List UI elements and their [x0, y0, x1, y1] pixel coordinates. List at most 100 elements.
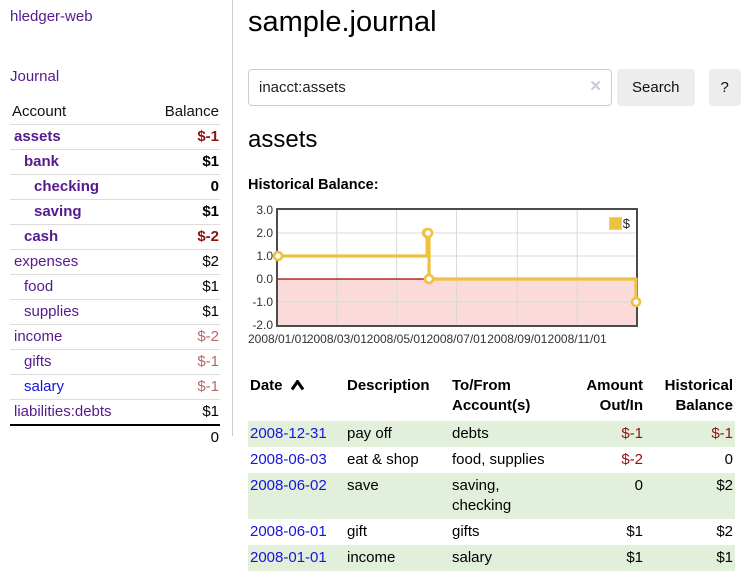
- account-row: saving $1: [10, 199, 220, 225]
- account-row: income $-2: [10, 324, 220, 350]
- register-header-amount: Amount Out/In: [586, 377, 643, 414]
- search-input[interactable]: [248, 69, 612, 106]
- register-tbody: 2008-12-31 pay off debts $-1 $-1 2008-06-03 ea…: [248, 421, 735, 571]
- sidebar-account-link[interactable]: supplies: [24, 303, 80, 320]
- balance-chart: $ 3.0 2.0 1.0 0.0 -1.0 -2.0 2008/01/01 2008/03/…: [247, 203, 742, 354]
- x-axis-tick-label: 2008/01/01: [247, 332, 309, 346]
- x-axis-tick-label: 2008/05/01: [366, 332, 427, 346]
- x-axis-tick-label: 2008/07/01: [426, 332, 487, 346]
- sidebar-account-link[interactable]: income: [14, 328, 63, 345]
- sidebar-item-journal[interactable]: Journal: [10, 68, 60, 85]
- account-row: salary $-1: [10, 374, 220, 400]
- account-balance: $1: [144, 299, 220, 325]
- chart-legend: $: [606, 215, 632, 232]
- register-cell-balance: $-1: [645, 421, 735, 447]
- register-cell-accounts: gifts: [452, 523, 480, 540]
- sidebar-account-link[interactable]: cash: [24, 228, 59, 245]
- help-button[interactable]: ?: [708, 69, 741, 106]
- register-cell-amount: $1: [568, 545, 645, 571]
- sidebar-account-link[interactable]: food: [24, 278, 54, 295]
- legend-label: $: [622, 216, 630, 231]
- account-row: gifts $-1: [10, 349, 220, 375]
- register-header-balance: Historical Balance: [664, 377, 733, 414]
- sidebar-account-link[interactable]: saving: [34, 203, 82, 220]
- register-cell-amount: $-2: [621, 451, 643, 468]
- register-cell-accounts: salary: [450, 545, 568, 571]
- account-row: expenses $2: [10, 249, 220, 275]
- account-heading: assets: [248, 126, 318, 153]
- table-row: 2008-06-03 eat & shop food, supplies $-2 0: [248, 447, 735, 473]
- y-axis-tick-label: 1.0: [256, 249, 273, 263]
- accounts-header-account: Account: [12, 103, 67, 120]
- transaction-date-link[interactable]: 2008-06-03: [250, 451, 327, 468]
- sidebar-account-link[interactable]: liabilities:debts: [14, 403, 112, 420]
- clear-search-icon[interactable]: ✕: [589, 78, 602, 95]
- accounts-total-row: 0: [10, 424, 220, 450]
- transaction-date-link[interactable]: 2008-06-02: [250, 477, 327, 494]
- chart-svg: [272, 210, 642, 325]
- register-cell-date: 2008-01-01: [248, 545, 345, 571]
- accounts-total-value: 0: [144, 424, 220, 450]
- transaction-date-link[interactable]: 2008-06-01: [250, 523, 327, 540]
- main-content: sample.journal ✕ Search ? assets Histori…: [248, 0, 742, 571]
- account-row: supplies $1: [10, 299, 220, 325]
- account-row: assets $-1: [10, 124, 220, 150]
- sidebar-account-link[interactable]: assets: [14, 128, 61, 145]
- register-cell-description: eat & shop: [347, 451, 419, 468]
- register-cell-description: income: [345, 545, 450, 571]
- sidebar-account-link[interactable]: gifts: [24, 353, 52, 370]
- register-cell-date: 2008-06-02: [248, 473, 345, 519]
- chart-title: Historical Balance:: [248, 177, 379, 193]
- register-cell-description: pay off: [345, 421, 450, 447]
- register-header-date[interactable]: Date: [248, 375, 345, 421]
- register-cell-amount: $-1: [568, 421, 645, 447]
- register-cell-accounts: debts: [450, 421, 568, 447]
- sidebar-account-link[interactable]: salary: [24, 378, 65, 395]
- register-cell-balance: $1: [645, 545, 735, 571]
- x-axis-tick-label: 2008/03/01: [306, 332, 367, 346]
- account-balance: $1: [144, 149, 220, 175]
- search-button[interactable]: Search: [617, 69, 695, 106]
- sidebar-account-link[interactable]: expenses: [14, 253, 79, 270]
- account-balance: $-2: [144, 324, 220, 350]
- y-axis-tick-label: -2.0: [252, 318, 273, 332]
- table-row: 2008-12-31 pay off debts $-1 $-1: [248, 421, 735, 447]
- register-table: Date Description To/From Account(s) Amou…: [248, 375, 735, 571]
- account-balance: $2: [144, 249, 220, 275]
- app-title-link[interactable]: hledger-web: [10, 8, 93, 25]
- register-cell-date: 2008-06-01: [248, 519, 345, 545]
- sidebar: hledger-web Journal Account Balance asse…: [0, 0, 233, 450]
- transaction-date-link[interactable]: 2008-12-31: [250, 425, 327, 442]
- y-axis-tick-label: -1.0: [252, 295, 273, 309]
- sidebar-account-link[interactable]: checking: [34, 178, 100, 195]
- table-row: 2008-06-02 save saving, checking 0 $2: [248, 473, 735, 519]
- sidebar-account-link[interactable]: bank: [24, 153, 60, 170]
- account-balance: $-1: [144, 374, 220, 400]
- table-row: 2008-01-01 income salary $1 $1: [248, 545, 735, 571]
- account-balance: $1: [144, 274, 220, 300]
- account-row: bank $1: [10, 149, 220, 175]
- y-axis-tick-label: 0.0: [256, 272, 273, 286]
- transaction-date-link[interactable]: 2008-01-01: [250, 549, 327, 566]
- account-row: cash $-2: [10, 224, 220, 250]
- register-cell-date: 2008-06-03: [248, 447, 345, 473]
- sort-ascending-icon: [290, 378, 305, 395]
- y-axis-tick-label: 2.0: [256, 226, 273, 240]
- account-row: food $1: [10, 274, 220, 300]
- account-balance: $-1: [144, 124, 220, 150]
- account-balance: $1: [144, 199, 220, 225]
- account-balance: $-2: [144, 224, 220, 250]
- register-cell-description: gift: [347, 523, 368, 540]
- account-balance: $1: [144, 399, 220, 425]
- accounts-table: Account Balance assets $-1 bank $1 checking 0…: [10, 100, 220, 450]
- register-header-description: Description: [347, 377, 430, 394]
- register-cell-balance: $2: [645, 473, 735, 519]
- register-cell-date: 2008-12-31: [248, 421, 345, 447]
- table-row: 2008-06-01 gift gifts $1 $2: [248, 519, 735, 545]
- register-cell-amount: 0: [568, 473, 645, 519]
- chart-plot-area: $: [272, 208, 642, 327]
- account-row: liabilities:debts $1: [10, 399, 220, 425]
- account-balance: 0: [144, 174, 220, 200]
- account-row: checking 0: [10, 174, 220, 200]
- y-axis-tick-label: 3.0: [256, 203, 273, 217]
